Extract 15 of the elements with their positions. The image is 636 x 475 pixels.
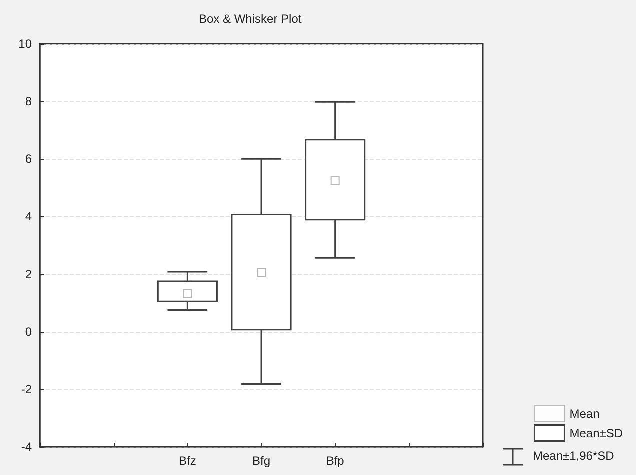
- y-tick-label: 8: [25, 94, 32, 109]
- legend-label: Mean±SD: [570, 426, 624, 440]
- y-tick-label: 4: [25, 210, 32, 224]
- y-tick-label: -4: [21, 440, 32, 454]
- y-tick-label: -2: [21, 382, 32, 396]
- x-tick-label: Bfz: [178, 454, 196, 468]
- x-tick-label: Bfp: [326, 454, 345, 468]
- chart-title: Box & Whisker Plot: [199, 12, 302, 26]
- y-tick-label: 2: [25, 267, 32, 282]
- x-tick-label: Bfg: [252, 454, 271, 468]
- y-tick-label: 0: [25, 324, 32, 339]
- y-tick-label: 10: [18, 37, 32, 51]
- legend-label: Mean: [570, 406, 600, 421]
- text: Mean±1,96*SD: [533, 449, 615, 463]
- y-tick-label: 6: [25, 152, 32, 166]
